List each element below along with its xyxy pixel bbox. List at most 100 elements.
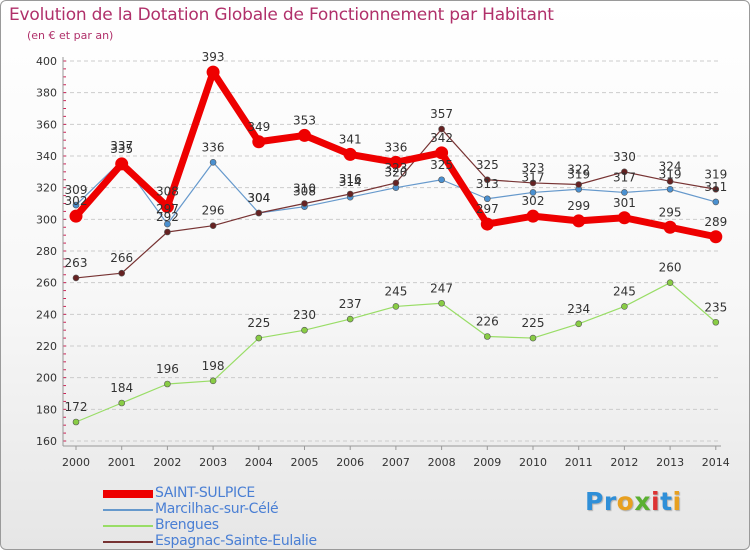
x-tick-label: 2003: [199, 456, 227, 469]
data-point: [526, 209, 540, 223]
data-label: 349: [247, 120, 270, 134]
data-label: 322: [567, 163, 590, 177]
data-point: [118, 269, 125, 277]
chart-subtitle: (en € et par an): [27, 29, 114, 42]
data-label: 313: [476, 177, 499, 191]
data-point: [435, 146, 449, 160]
data-point: [301, 326, 308, 334]
data-label: 316: [339, 172, 362, 186]
data-point: [392, 303, 400, 310]
data-label: 196: [156, 362, 179, 376]
y-tick-label: 360: [36, 118, 57, 131]
data-label: 314: [339, 175, 362, 189]
data-label: 198: [202, 359, 225, 373]
logo-letter: i: [672, 487, 682, 516]
data-point: [209, 377, 217, 385]
data-point: [483, 195, 491, 203]
y-tick-label: 300: [36, 213, 57, 226]
data-point: [346, 315, 354, 323]
data-label: 353: [293, 113, 316, 127]
data-label: 299: [567, 199, 590, 213]
data-label: 301: [613, 196, 636, 210]
data-label: 225: [247, 316, 270, 330]
data-point: [712, 318, 720, 326]
data-point: [346, 190, 354, 198]
data-point: [298, 128, 311, 142]
data-label: 393: [202, 50, 225, 64]
data-label: 325: [476, 158, 499, 172]
data-label: 289: [704, 215, 727, 229]
data-point: [343, 147, 357, 161]
legend-swatch: [103, 525, 153, 527]
data-label: 325: [430, 158, 453, 172]
legend-swatch: [103, 509, 153, 511]
data-label: 304: [247, 191, 270, 205]
data-label: 335: [110, 142, 133, 156]
data-point: [712, 198, 720, 206]
x-tick-labels: 2000 2001 2002 2003 2004 2005 2006 2007 2008 2009…: [62, 446, 730, 469]
data-label: 245: [384, 284, 407, 298]
data-label: 324: [659, 159, 682, 173]
x-tick-label: 2013: [656, 456, 684, 469]
x-tick-label: 2001: [108, 456, 136, 469]
logo-letter: i: [651, 487, 661, 516]
data-label: 302: [522, 194, 545, 208]
data-label: 319: [704, 167, 727, 181]
data-point: [529, 334, 537, 342]
data-labels: 302 335 308 393 349 353 341 336 342 297 302 299 301 2…: [65, 50, 728, 414]
data-point: [709, 230, 723, 244]
data-point: [621, 189, 628, 196]
y-gridlines: 160 180 200 220 240 260 280 300 320 340 360 380 400: [36, 55, 721, 448]
x-tick-label: 2002: [153, 456, 181, 469]
logo-letter: o: [616, 487, 635, 516]
proxiti-logo: Proxiti: [585, 487, 682, 516]
data-label: 319: [567, 167, 590, 181]
data-label: 317: [522, 170, 545, 184]
data-label: 317: [613, 170, 636, 184]
x-tick-label: 2005: [291, 456, 319, 469]
data-label: 309: [65, 183, 88, 197]
data-point: [438, 299, 445, 307]
data-point: [575, 181, 583, 188]
y-tick-label: 340: [36, 150, 57, 163]
data-point: [666, 185, 674, 193]
data-point: [712, 185, 720, 193]
y-tick-label: 160: [36, 435, 57, 448]
data-label: 337: [110, 139, 133, 153]
y-tick-label: 260: [36, 277, 57, 290]
data-label: 336: [202, 140, 225, 154]
data-point: [483, 176, 491, 184]
data-label: 357: [430, 107, 453, 121]
y-tick-label: 320: [36, 182, 57, 195]
data-point: [392, 179, 400, 187]
data-label: 225: [522, 316, 545, 330]
data-point: [115, 157, 129, 171]
data-label: 319: [659, 167, 682, 181]
series-espagnac-sainte-eulalie: [72, 125, 720, 282]
data-point: [663, 220, 677, 234]
data-point: [480, 217, 494, 231]
legend-label: Espagnac-Sainte-Eulalie: [155, 533, 317, 549]
data-label: 172: [65, 400, 88, 414]
y-tick-label: 180: [36, 403, 57, 416]
data-point: [483, 333, 491, 340]
data-point: [252, 135, 266, 149]
data-point: [72, 274, 80, 282]
data-label: 237: [339, 297, 362, 311]
data-label: 308: [156, 185, 179, 199]
data-label: 320: [384, 166, 407, 180]
data-label: 247: [430, 281, 453, 295]
data-label: 302: [65, 194, 88, 208]
data-label: 226: [476, 315, 499, 329]
data-point: [209, 222, 217, 229]
x-tick-label: 2008: [428, 456, 456, 469]
data-point: [438, 176, 445, 184]
logo-letter: r: [603, 487, 617, 516]
data-label: 297: [476, 202, 499, 216]
data-point: [529, 189, 537, 196]
x-tick-label: 2011: [565, 456, 593, 469]
data-label: 336: [384, 140, 407, 154]
data-label: 297: [156, 202, 179, 216]
data-point: [206, 65, 220, 79]
